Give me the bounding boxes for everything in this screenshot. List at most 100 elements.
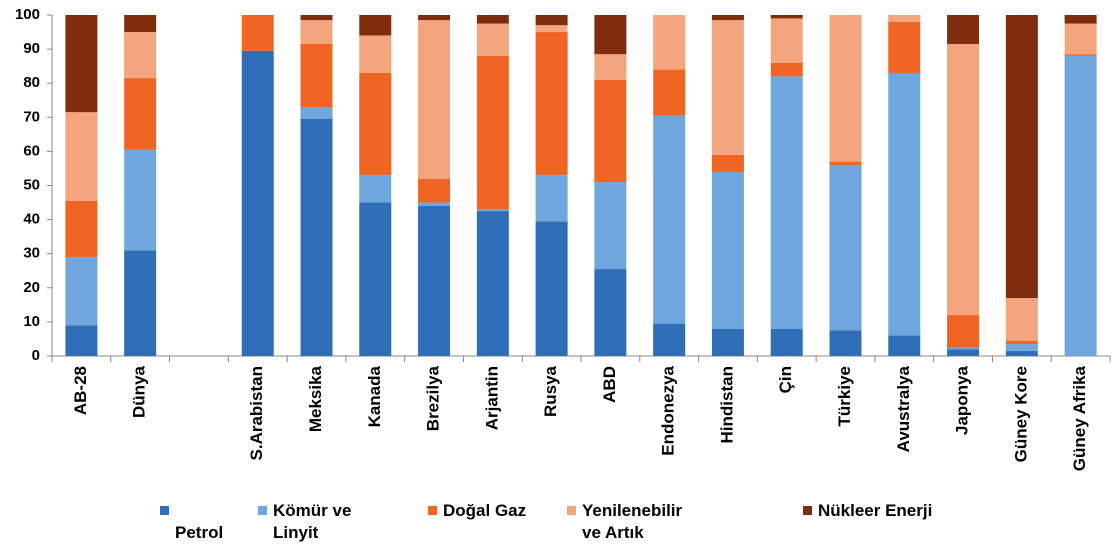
bar-segment — [124, 15, 157, 33]
legend-item: Yenilenebilir ve Artık — [567, 500, 702, 544]
legend-swatch — [160, 506, 169, 515]
bar-segment — [770, 76, 803, 329]
bar-segment — [418, 205, 451, 356]
bar-segment — [829, 165, 862, 331]
bar-segment — [359, 175, 392, 203]
x-tick-label: AB-28 — [71, 366, 90, 415]
legend-swatch — [567, 506, 576, 515]
bar-segment — [947, 15, 980, 44]
bar-segment — [1064, 15, 1097, 24]
bar-segment — [947, 315, 980, 348]
bar-segment — [535, 15, 568, 26]
bar-segment — [1005, 350, 1038, 356]
bar-segment — [770, 62, 803, 77]
bar-segment — [1005, 340, 1038, 345]
x-tick-label: Avustralya — [894, 365, 913, 452]
bar-segment — [770, 18, 803, 63]
x-tick-label: Arjantin — [482, 366, 501, 430]
bar-segment — [947, 347, 980, 350]
bar-segment — [300, 107, 333, 120]
bar-segment — [829, 161, 862, 166]
x-tick-label: Rusya — [541, 365, 560, 417]
bar-segment — [888, 72, 921, 336]
bar-segment — [888, 335, 921, 356]
bar-segment — [359, 72, 392, 176]
bar-segment — [65, 257, 98, 326]
bar-segment — [1064, 55, 1097, 357]
bar-segment — [359, 202, 392, 356]
bar-segment — [124, 78, 157, 150]
bar-segment — [594, 182, 627, 270]
bar-segment — [829, 330, 862, 356]
x-tick-label: Kanada — [365, 365, 384, 427]
y-tick-label: 70 — [23, 108, 40, 125]
bar-segment — [418, 202, 451, 206]
bar-segment — [770, 328, 803, 356]
bar-segment — [476, 23, 509, 56]
legend-swatch — [428, 506, 437, 515]
bar-segment — [418, 15, 451, 21]
y-tick-label: 100 — [15, 6, 40, 23]
bar-segment — [124, 250, 157, 356]
legend-item: Nükleer Enerji — [803, 500, 938, 522]
bar-segment — [711, 328, 744, 356]
bar-segment — [653, 69, 686, 116]
bar-segment — [947, 43, 980, 316]
bar-segment — [947, 349, 980, 356]
bar-segment — [65, 325, 98, 356]
bar-segment — [359, 15, 392, 36]
legend-swatch — [258, 506, 267, 515]
bar-segment — [124, 32, 157, 79]
bar-segment — [300, 119, 333, 356]
bar-segment — [418, 20, 451, 179]
bar-segment — [594, 79, 627, 183]
bar-segment — [476, 209, 509, 212]
x-tick-label: Japonya — [953, 365, 972, 435]
x-tick-label: Meksika — [306, 365, 325, 432]
x-tick-label: S.Arabistan — [247, 366, 266, 460]
bar-segment — [770, 15, 803, 19]
legend-label: Petrol — [175, 523, 224, 542]
y-tick-label: 30 — [23, 245, 40, 262]
bar-segment — [65, 200, 98, 258]
bar-segment — [1005, 298, 1038, 341]
bar-segment — [124, 149, 157, 251]
bar-segment — [241, 50, 274, 357]
bar-segment — [1005, 15, 1038, 299]
x-tick-label: Brezilya — [424, 365, 443, 431]
x-tick-label: ABD — [600, 366, 619, 403]
bar-segment — [476, 15, 509, 24]
y-tick-label: 60 — [23, 142, 40, 159]
bar-segment — [65, 15, 98, 113]
bar-segment — [300, 43, 333, 108]
y-tick-label: 50 — [23, 176, 40, 193]
bar-segment — [888, 15, 921, 22]
bar-segment — [711, 171, 744, 329]
y-tick-label: 10 — [23, 313, 40, 330]
bar-segment — [594, 15, 627, 55]
legend-label: Doğal Gaz — [443, 501, 527, 520]
legend-label: Yenilenebilir ve Artık — [582, 501, 683, 542]
bar-segment — [1064, 23, 1097, 55]
bar-segment — [594, 54, 627, 80]
bar-segment — [535, 175, 568, 222]
bar-segment — [829, 15, 862, 162]
bar-segment — [476, 211, 509, 356]
bar-segment — [653, 115, 686, 324]
x-tick-label: Hindistan — [717, 366, 736, 443]
bar-segment — [418, 178, 451, 203]
bar-segment — [653, 323, 686, 356]
bar-segment — [711, 154, 744, 172]
bar-segment — [535, 32, 568, 176]
bar-segment — [711, 20, 744, 155]
y-tick-label: 20 — [23, 279, 40, 296]
bar-segment — [653, 15, 686, 70]
bar-segment — [300, 15, 333, 21]
bar-segment — [241, 15, 274, 51]
y-tick-label: 80 — [23, 74, 40, 91]
legend-item: Petrol — [160, 500, 235, 544]
x-tick-label: Türkiye — [835, 366, 854, 426]
x-tick-label: Güney Afrika — [1070, 365, 1089, 471]
